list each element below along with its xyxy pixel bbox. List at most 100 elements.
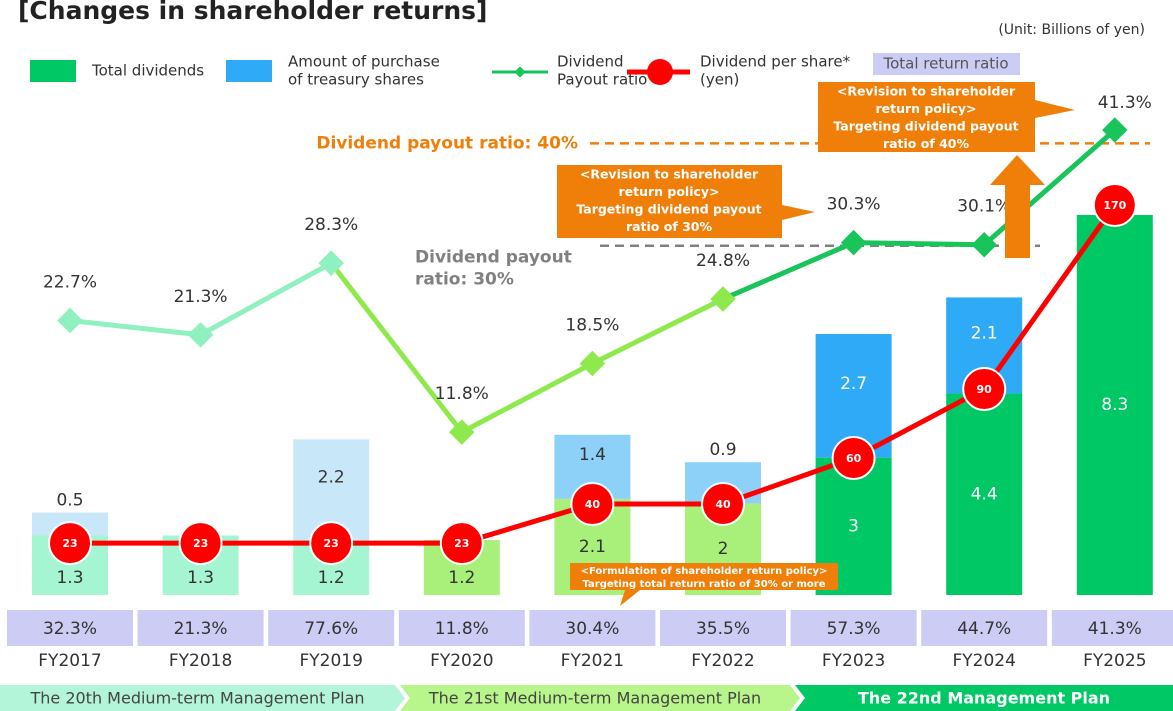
payout-line-segment xyxy=(722,240,855,302)
legend-swatch xyxy=(226,60,272,82)
callout-text: ratio of 30% xyxy=(626,219,713,234)
dividend-label: 8.3 xyxy=(1101,395,1128,415)
payout-marker xyxy=(57,307,83,334)
dividend-label: 2.1 xyxy=(579,537,606,557)
dps-marker xyxy=(439,521,484,566)
dps-marker xyxy=(570,482,615,526)
total-return-label: 35.5% xyxy=(696,619,750,639)
legend-label: Payout ratio xyxy=(557,71,647,89)
treasury-label: 0.9 xyxy=(709,440,736,460)
legend-label: Total return ratio xyxy=(882,55,1008,73)
dps-label: 40 xyxy=(585,498,601,511)
payout-marker xyxy=(710,286,736,312)
dps-marker xyxy=(1092,183,1137,227)
dps-label: 23 xyxy=(62,537,77,550)
total-return-label: 11.8% xyxy=(435,619,489,639)
total-return-label: 44.7% xyxy=(957,619,1011,639)
plan-label: The 21st Medium-term Management Plan xyxy=(428,689,761,708)
legend-marker xyxy=(647,59,673,85)
callout-text: Targeting dividend payout xyxy=(576,202,761,217)
x-tick-label: FY2022 xyxy=(691,651,754,671)
bar-dividend xyxy=(1076,215,1153,595)
payout-label: 24.8% xyxy=(696,251,750,271)
payout-line-segment xyxy=(199,260,333,338)
dps-marker xyxy=(48,521,92,566)
total-return-label: 21.3% xyxy=(174,619,228,639)
payout-marker xyxy=(187,322,214,348)
bar-dividend xyxy=(946,393,1023,595)
x-tick-label: FY2021 xyxy=(561,651,624,671)
legend-label: Total dividends xyxy=(91,62,204,80)
dividend-label: 1.3 xyxy=(187,568,214,588)
payout-marker xyxy=(318,250,344,276)
payout-line-segment xyxy=(853,240,985,248)
payout-line-segment xyxy=(69,318,201,338)
total-return-label: 32.3% xyxy=(43,619,97,639)
total-return-cell xyxy=(921,610,1048,646)
total-return-cell xyxy=(398,610,525,646)
payout-label: 30.3% xyxy=(827,195,881,215)
dps-marker xyxy=(701,482,745,526)
reference-label: Dividend payout ratio: 40% xyxy=(316,133,578,153)
payout-line-segment xyxy=(591,296,725,366)
dividend-label: 1.2 xyxy=(448,568,475,588)
legend-marker xyxy=(514,66,526,78)
up-arrow xyxy=(990,155,1045,258)
total-return-label: 77.6% xyxy=(304,619,358,639)
payout-label: 30.1% xyxy=(957,197,1011,217)
callout xyxy=(818,82,1075,152)
payout-label: 11.8% xyxy=(435,384,489,404)
total-return-cell xyxy=(7,610,133,646)
payout-label: 22.7% xyxy=(43,273,97,293)
legend-label: Dividend xyxy=(557,53,624,71)
unit-label: (Unit: Billions of yen) xyxy=(998,22,1145,38)
dividend-label: 3 xyxy=(848,516,859,536)
dividend-label: 1.2 xyxy=(318,568,345,588)
legend-label: Dividend per share* xyxy=(700,53,851,71)
dps-label: 40 xyxy=(715,498,731,511)
callout-text: ratio of 40% xyxy=(883,136,970,151)
legend-swatch xyxy=(873,53,1020,75)
reference-label: ratio: 30% xyxy=(415,270,514,290)
legend-label: Amount of purchase xyxy=(288,53,440,71)
dividend-label: 1.3 xyxy=(56,568,83,588)
callout-text: return policy> xyxy=(618,184,719,199)
x-tick-label: FY2023 xyxy=(822,651,885,671)
payout-label: 28.3% xyxy=(304,215,358,235)
dps-label: 90 xyxy=(977,383,993,396)
callout xyxy=(557,165,815,238)
legend-label: of treasury shares xyxy=(288,71,424,89)
treasury-label: 1.4 xyxy=(579,445,606,465)
legend-swatch xyxy=(30,60,76,82)
dps-marker xyxy=(178,521,223,566)
total-return-cell xyxy=(790,610,917,646)
payout-label: 41.3% xyxy=(1098,93,1152,113)
payout-marker xyxy=(579,350,606,377)
total-return-cell xyxy=(529,610,656,646)
dps-label: 170 xyxy=(1103,199,1126,212)
total-return-cell xyxy=(137,610,264,646)
payout-label: 18.5% xyxy=(565,316,619,336)
treasury-label: 2.7 xyxy=(840,374,867,394)
payout-label: 21.3% xyxy=(174,287,228,307)
callout-text: <Revision to shareholder xyxy=(580,167,759,182)
callout-text: <Revision to shareholder xyxy=(837,84,1016,99)
treasury-label: 2.1 xyxy=(971,323,998,343)
dividend-label: 2 xyxy=(718,539,729,559)
dps-label: 23 xyxy=(193,537,208,550)
total-return-cell xyxy=(1051,610,1173,646)
x-tick-label: FY2019 xyxy=(299,651,362,671)
payout-line-segment xyxy=(460,361,594,435)
callout-text: <Formulation of shareholder return polic… xyxy=(581,566,828,577)
treasury-label: 2.2 xyxy=(318,468,345,488)
total-return-label: 41.3% xyxy=(1088,619,1142,639)
plan-band xyxy=(0,685,405,711)
payout-marker xyxy=(449,419,475,445)
total-return-cell xyxy=(660,610,786,646)
payout-marker xyxy=(840,229,867,256)
payout-line-segment xyxy=(329,261,464,434)
callout-text: Targeting dividend payout xyxy=(833,119,1018,134)
dps-label: 60 xyxy=(846,452,862,465)
dps-marker xyxy=(309,521,354,566)
